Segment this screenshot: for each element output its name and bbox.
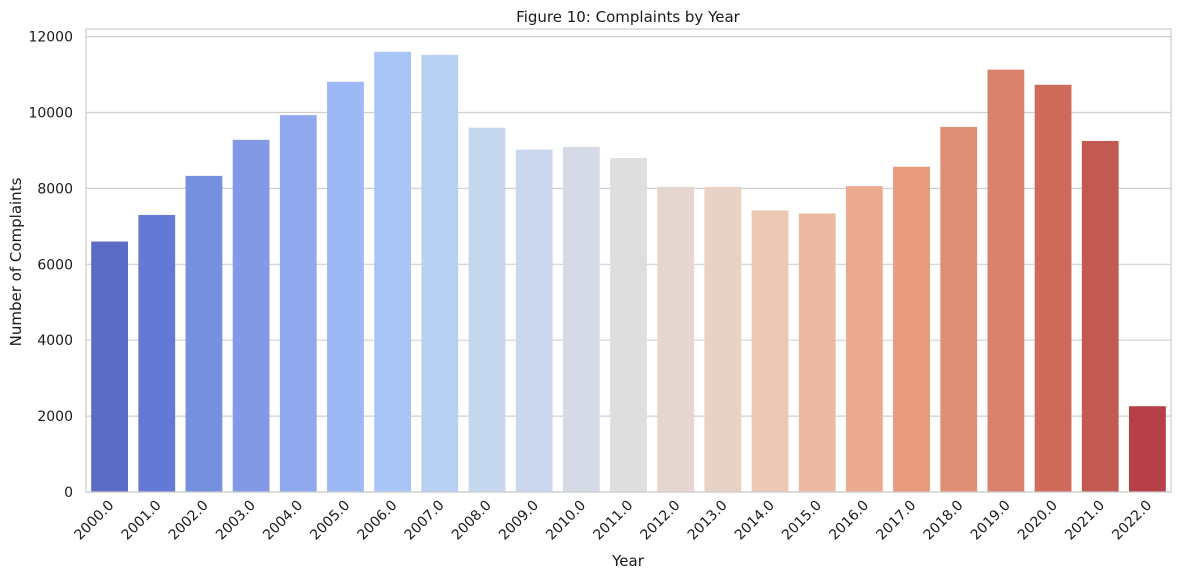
x-tick-label: 2004.0 [260,498,306,544]
x-tick-labels: 2000.0 2001.0 2002.0 2003.0 2004.0 2005.0 2006… [71,498,1155,544]
x-tick-label: 2007.0 [402,498,448,544]
x-tick-label: 2011.0 [590,498,636,544]
x-tick-label: 2013.0 [685,498,731,544]
bar-2011.0 [610,158,647,493]
bar-2018.0 [940,126,978,492]
x-tick-label: 2021.0 [1062,498,1108,544]
bar-2006.0 [374,51,412,492]
bar-2014.0 [751,210,789,493]
bar-2022.0 [1129,406,1166,492]
x-tick-label: 2019.0 [968,498,1014,544]
bar-2021.0 [1081,140,1119,492]
bar-2003.0 [232,139,270,492]
x-tick-label: 2009.0 [496,498,542,544]
x-tick-label: 2015.0 [779,498,825,544]
x-tick-label: 2006.0 [354,498,400,544]
bar-2001.0 [138,214,176,492]
x-tick-label: 2005.0 [307,498,353,544]
y-tick-label: 8000 [37,181,73,197]
x-tick-label: 2016.0 [826,498,872,544]
bar-2009.0 [515,149,553,493]
x-tick-label: 2001.0 [119,498,165,544]
x-tick-label: 2017.0 [873,498,919,544]
y-tick-label: 2000 [37,409,73,425]
x-tick-label: 2018.0 [921,498,967,544]
bar-2002.0 [185,175,223,492]
y-tick-label: 6000 [37,257,73,273]
x-tick-label: 2014.0 [732,498,778,544]
y-tick-label: 12000 [28,30,73,46]
bar-2007.0 [421,54,459,493]
bar-2000.0 [91,241,128,492]
x-tick-label: 2022.0 [1109,498,1155,544]
bar-2015.0 [798,213,836,492]
bar-2020.0 [1034,84,1072,492]
x-tick-label: 2003.0 [213,498,259,544]
bar-2005.0 [327,81,364,492]
x-tick-label: 2008.0 [449,498,495,544]
y-tick-label: 0 [64,485,73,501]
x-tick-label: 2012.0 [638,498,684,544]
bars [91,51,1166,493]
x-axis-label: Year [611,552,645,570]
bar-2019.0 [987,69,1025,493]
y-tick-label: 10000 [28,105,73,121]
bar-2008.0 [468,127,506,493]
bar-2016.0 [845,186,883,492]
x-tick-label: 2020.0 [1015,498,1061,544]
x-tick-label: 2002.0 [166,498,212,544]
bar-2013.0 [704,186,742,492]
y-axis-label: Number of Complaints [7,177,25,346]
x-tick-label: 2000.0 [71,498,117,544]
bar-2012.0 [657,186,695,492]
bar-2010.0 [562,147,600,493]
plot-frame [85,28,1172,493]
y-tick-labels: 0 2000 4000 6000 8000 10000 12000 [28,30,73,501]
y-tick-label: 4000 [37,333,73,349]
chart-title: Figure 10: Complaints by Year [516,8,741,26]
bar-2004.0 [279,115,317,492]
x-tick-label: 2010.0 [543,498,589,544]
bar-2017.0 [893,166,930,492]
